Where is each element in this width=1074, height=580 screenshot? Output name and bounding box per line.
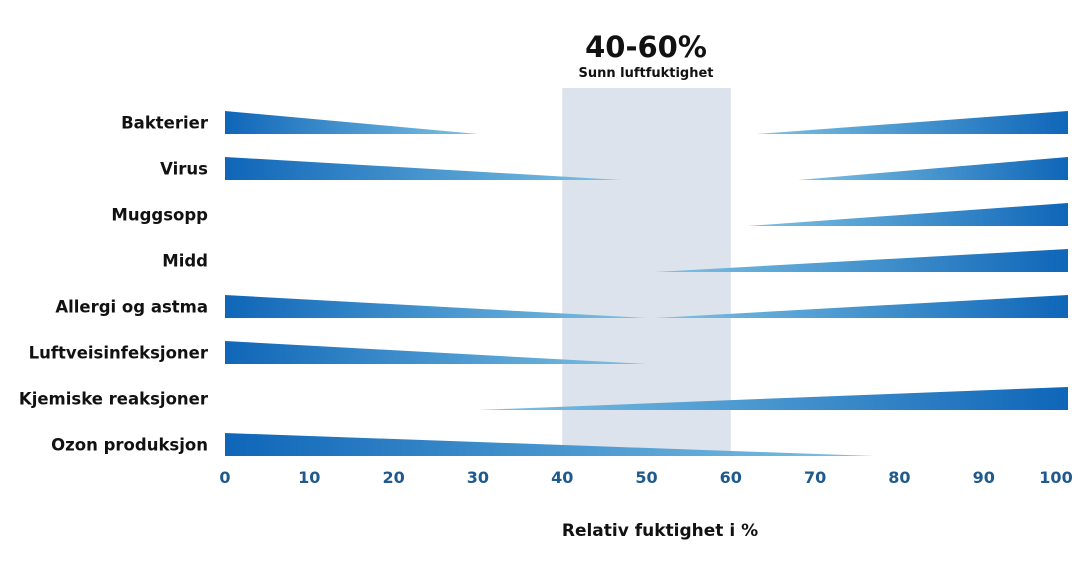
category-label: Midd [162,252,208,271]
category-label: Kjemiske reaksjoner [19,390,209,409]
risk-wedge [225,157,622,180]
category-label: Muggsopp [111,206,208,225]
risk-wedge [477,387,1068,410]
risk-wedge [756,111,1068,134]
x-tick-label: 90 [973,468,995,487]
risk-wedge [654,249,1068,272]
risk-wedge [654,295,1068,318]
risk-wedge [225,295,647,318]
x-tick-label: 50 [635,468,657,487]
x-axis-ticks: 0 10 20 30 40 50 60 70 80 90 100 [219,468,1072,487]
x-tick-label: 100 [1039,468,1072,487]
risk-wedge [225,433,875,456]
x-tick-label: 10 [298,468,320,487]
x-tick-label: 20 [382,468,404,487]
risk-wedge [225,111,478,134]
x-tick-label: 0 [219,468,230,487]
x-tick-label: 80 [888,468,910,487]
x-tick-label: 70 [804,468,826,487]
x-axis-label: Relativ fuktighet i % [562,521,758,541]
category-label: Bakterier [121,114,209,133]
category-label: Allergi og astma [55,298,208,317]
risk-wedge [747,203,1068,226]
category-label: Ozon produksjon [51,436,208,455]
x-tick-label: 30 [467,468,489,487]
category-label: Luftveisinfeksjoner [29,344,209,363]
category-label: Virus [160,160,208,179]
x-tick-label: 60 [720,468,742,487]
risk-wedge [225,341,647,364]
risk-wedge [798,157,1068,180]
chart-subtitle: Sunn luftfuktighet [578,66,713,81]
chart-title: 40-60% [585,30,707,64]
x-tick-label: 40 [551,468,573,487]
bars-layer [225,111,1068,456]
category-labels: Bakterier Virus Muggsopp Midd Allergi og ast… [19,114,209,455]
